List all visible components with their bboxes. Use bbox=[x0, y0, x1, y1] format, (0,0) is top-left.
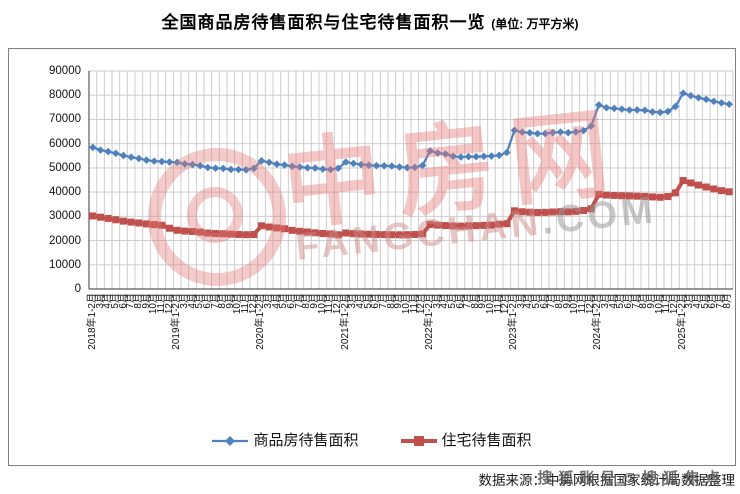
x-tick-label: 6月 bbox=[370, 293, 382, 309]
x-tick-label: 2021年1-2月 bbox=[339, 293, 351, 350]
y-tick-label: 50000 bbox=[49, 161, 81, 174]
x-tick-label: 4月 bbox=[439, 293, 451, 309]
x-tick-label: 7月 bbox=[546, 293, 558, 309]
legend-item-residential: 住宅待售面积 bbox=[400, 429, 532, 450]
y-tick-label: 70000 bbox=[49, 113, 81, 126]
x-tick-label: 6月 bbox=[201, 293, 213, 309]
x-tick-label: 5月 bbox=[531, 293, 543, 309]
y-tick-label: 10000 bbox=[49, 258, 81, 271]
x-tick-label: 5月 bbox=[278, 293, 290, 309]
x-tick-label: 8月 bbox=[554, 293, 566, 309]
x-tick-label: 6月 bbox=[454, 293, 466, 309]
x-tick-label: 4月 bbox=[691, 293, 703, 309]
x-tick-label: 4月 bbox=[186, 293, 198, 309]
data-source-text: 数据来源：中房网根据国家统计局数据整理 bbox=[478, 473, 736, 488]
x-tick-label: 3月 bbox=[684, 293, 696, 309]
x-tick-label: 4月 bbox=[270, 293, 282, 309]
x-tick-label: 2025年1-2月 bbox=[676, 293, 688, 350]
x-tick-label: 3月 bbox=[347, 293, 359, 309]
x-tick-label: 8月 bbox=[385, 293, 397, 309]
y-tick-label: 40000 bbox=[49, 186, 81, 199]
legend-marker-diamond-icon bbox=[212, 434, 249, 446]
sohu-watermark-text: 搜狐账号@搜狐焦点 bbox=[537, 470, 726, 487]
legend-label-commercial: 商品房待售面积 bbox=[253, 432, 359, 449]
plot-svg bbox=[88, 70, 734, 290]
x-tick-label: 3月 bbox=[599, 293, 611, 309]
y-tick-label: 80000 bbox=[49, 89, 81, 102]
x-tick-label: 5月 bbox=[699, 293, 711, 309]
chart-area: 0 10000 20000 30000 40000 50000 60000 70000 8000… bbox=[8, 48, 736, 466]
x-tick-label: 4月 bbox=[102, 293, 114, 309]
x-tick-label: 4月 bbox=[354, 293, 366, 309]
x-axis: 2018年1-2月 3月 4月 5月 6月 7月 8月 9月 10月 11月 12月 2019年1-2… bbox=[87, 292, 734, 404]
x-tick-label: 6月 bbox=[707, 293, 719, 309]
x-tick-label: 8月 bbox=[722, 293, 734, 309]
y-tick-label: 30000 bbox=[49, 210, 81, 223]
x-tick-label: 3月 bbox=[178, 293, 190, 309]
x-tick-label: 4月 bbox=[607, 293, 619, 309]
x-tick-label: 6月 bbox=[538, 293, 550, 309]
legend: 商品房待售面积 住宅待售面积 bbox=[9, 429, 735, 450]
y-tick-label: 90000 bbox=[49, 65, 81, 77]
x-tick-label: 5月 bbox=[446, 293, 458, 309]
x-tick-label: 8月 bbox=[469, 293, 481, 309]
x-tick-label: 3月 bbox=[515, 293, 527, 309]
x-tick-label: 7月 bbox=[714, 293, 726, 309]
x-tick-label: 3月 bbox=[431, 293, 443, 309]
x-tick-label: 7月 bbox=[125, 293, 137, 309]
x-tick-label: 6月 bbox=[286, 293, 298, 309]
chart-unit-text: (单位: 万平方米) bbox=[491, 17, 579, 31]
x-tick-label: 2024年1-2月 bbox=[592, 293, 604, 350]
y-tick-label: 0 bbox=[74, 283, 81, 295]
data-source: 数据来源：中房网根据国家统计局数据整理 bbox=[479, 469, 736, 489]
chart-title-text: 全国商品房待售面积与住宅待售面积一览 bbox=[161, 13, 486, 32]
x-tick-label: 2018年1-2月 bbox=[87, 293, 98, 350]
x-tick-label: 7月 bbox=[630, 293, 642, 309]
x-tick-label: 5月 bbox=[109, 293, 121, 309]
x-tick-label: 2019年1-2月 bbox=[171, 293, 183, 350]
x-tick-label: 8月 bbox=[132, 293, 144, 309]
legend-marker-square-icon bbox=[400, 434, 437, 446]
x-tick-label: 5月 bbox=[615, 293, 627, 309]
x-tick-label: 7月 bbox=[377, 293, 389, 309]
x-tick-label: 7月 bbox=[293, 293, 305, 309]
x-tick-label: 2022年1-2月 bbox=[423, 293, 435, 350]
page-title: 全国商品房待售面积与住宅待售面积一览 (单位: 万平方米) bbox=[0, 8, 740, 33]
x-tick-label: 3月 bbox=[94, 293, 106, 309]
x-tick-label: 5月 bbox=[194, 293, 206, 309]
y-tick-label: 60000 bbox=[49, 137, 81, 150]
x-tick-label: 4月 bbox=[523, 293, 535, 309]
x-tick-label: 8月 bbox=[638, 293, 650, 309]
x-tick-label: 6月 bbox=[622, 293, 634, 309]
x-tick-label: 7月 bbox=[209, 293, 221, 309]
x-tick-label: 3月 bbox=[263, 293, 275, 309]
x-tick-label: 6月 bbox=[117, 293, 129, 309]
legend-item-commercial: 商品房待售面积 bbox=[212, 429, 359, 450]
x-tick-label: 8月 bbox=[301, 293, 313, 309]
y-tick-label: 20000 bbox=[49, 234, 81, 247]
x-tick-label: 7月 bbox=[462, 293, 474, 309]
x-tick-label: 2023年1-2月 bbox=[508, 293, 520, 350]
x-tick-label: 5月 bbox=[362, 293, 374, 309]
legend-label-residential: 住宅待售面积 bbox=[441, 432, 532, 449]
x-tick-label: 2020年1-2月 bbox=[255, 293, 267, 350]
x-tick-label: 8月 bbox=[217, 293, 229, 309]
